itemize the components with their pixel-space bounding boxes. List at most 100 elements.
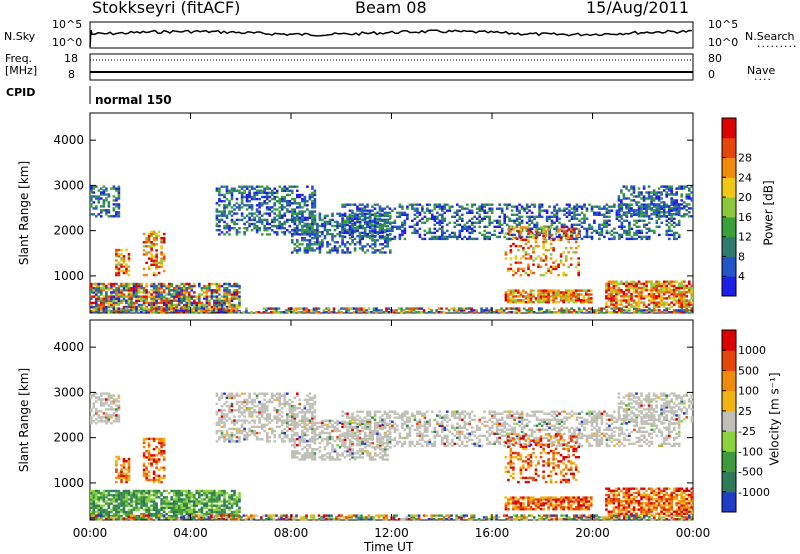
heatmap-cell [620, 207, 623, 210]
heatmap-cell [363, 230, 367, 234]
heatmap-cell [248, 216, 251, 219]
heatmap-cell [534, 240, 538, 244]
heatmap-cell [540, 227, 544, 230]
heatmap-cell [333, 228, 337, 232]
heatmap-cell [532, 236, 535, 239]
heatmap-cell [652, 297, 656, 300]
heatmap-cell [122, 506, 126, 509]
heatmap-cell [357, 309, 361, 312]
heatmap-cell [547, 295, 550, 298]
heatmap-cell [311, 191, 314, 195]
nave-label: Nave [747, 64, 776, 77]
heatmap-cell [228, 512, 231, 516]
heatmap-cell [130, 301, 133, 305]
heatmap-cell [562, 295, 565, 298]
heatmap-cell [122, 502, 126, 505]
heatmap-cell [228, 500, 231, 503]
heatmap-cell [142, 249, 146, 252]
heatmap-cell [245, 204, 249, 207]
heatmap-cell [635, 305, 638, 308]
heatmap-cell [371, 229, 374, 233]
heatmap-cell [172, 489, 176, 493]
heatmap-cell [607, 293, 611, 296]
heatmap-cell [466, 221, 469, 224]
heatmap-cell [480, 311, 483, 314]
heatmap-cell [567, 228, 570, 231]
heatmap-cell [640, 286, 643, 290]
heatmap-cell [398, 237, 402, 241]
heatmap-cell [562, 309, 566, 312]
heatmap-cell [690, 215, 694, 218]
heatmap-cell [110, 502, 113, 505]
heatmap-cell [498, 235, 501, 239]
heatmap-cell [567, 297, 570, 300]
heatmap-cell [593, 229, 596, 233]
heatmap-cell [517, 309, 521, 312]
heatmap-cell [107, 203, 111, 206]
heatmap-cell [625, 211, 628, 214]
heatmap-cell [612, 305, 616, 308]
heatmap-cell [193, 496, 196, 499]
heatmap-cell [677, 211, 681, 214]
heatmap-cell [376, 214, 379, 217]
heatmap-cell [544, 291, 548, 294]
heatmap-cell [333, 241, 337, 244]
heatmap-cell [172, 291, 176, 294]
heatmap-cell [305, 311, 308, 314]
heatmap-cell [115, 253, 118, 256]
heatmap-cell [640, 282, 643, 285]
heatmap-cell [585, 217, 589, 220]
heatmap-cell [537, 297, 540, 300]
heatmap-cell [351, 219, 354, 222]
heatmap-cell [142, 297, 146, 300]
heatmap-cell [515, 217, 519, 220]
heatmap-cell [677, 293, 681, 296]
heatmap-cell [172, 512, 176, 516]
heatmap-cell [172, 510, 176, 514]
heatmap-cell [632, 199, 636, 202]
heatmap-cell [607, 286, 611, 290]
heatmap-cell [280, 195, 284, 199]
heatmap-cell [574, 291, 578, 294]
heatmap-cell [115, 287, 118, 290]
heatmap-cell [313, 193, 317, 197]
heatmap-cell [180, 516, 183, 519]
heatmap-cell [655, 280, 658, 283]
heatmap-cell [260, 191, 264, 195]
heatmap-cell [195, 305, 199, 309]
power-heatmap [90, 185, 694, 314]
heatmap-cell [549, 246, 553, 250]
heatmap-cell [632, 286, 636, 290]
heatmap-cell [303, 202, 307, 205]
heatmap-cell [498, 231, 501, 235]
heatmap-cell [670, 207, 673, 210]
heatmap-cell [326, 228, 329, 232]
heatmap-cell [431, 235, 434, 239]
heatmap-cell [615, 231, 619, 235]
heatmap-cell [311, 216, 314, 220]
heatmap-cell [183, 510, 186, 514]
heatmap-cell [493, 219, 496, 222]
heatmap-cell [348, 217, 352, 220]
heatmap-cell [288, 193, 292, 197]
heatmap-cell [137, 309, 141, 312]
heatmap-cell [558, 217, 561, 220]
heatmap-cell [657, 191, 661, 194]
heatmap-cell [210, 295, 214, 298]
heatmap-cell [677, 223, 681, 226]
heatmap-cell [218, 500, 221, 503]
heatmap-cell [127, 494, 131, 497]
heatmap-cell [205, 291, 209, 294]
heatmap-cell [112, 310, 116, 313]
heatmap-cell [177, 284, 181, 288]
heatmap-cell [132, 494, 136, 497]
heatmap-cell [348, 243, 352, 246]
heatmap-cell [100, 205, 103, 208]
heatmap-cell [147, 498, 151, 501]
heatmap-cell [483, 217, 486, 220]
heatmap-cell [577, 297, 580, 300]
heatmap-cell [180, 293, 183, 296]
heatmap-cell [205, 506, 209, 509]
heatmap-cell [361, 249, 364, 252]
heatmap-cell [291, 216, 294, 219]
